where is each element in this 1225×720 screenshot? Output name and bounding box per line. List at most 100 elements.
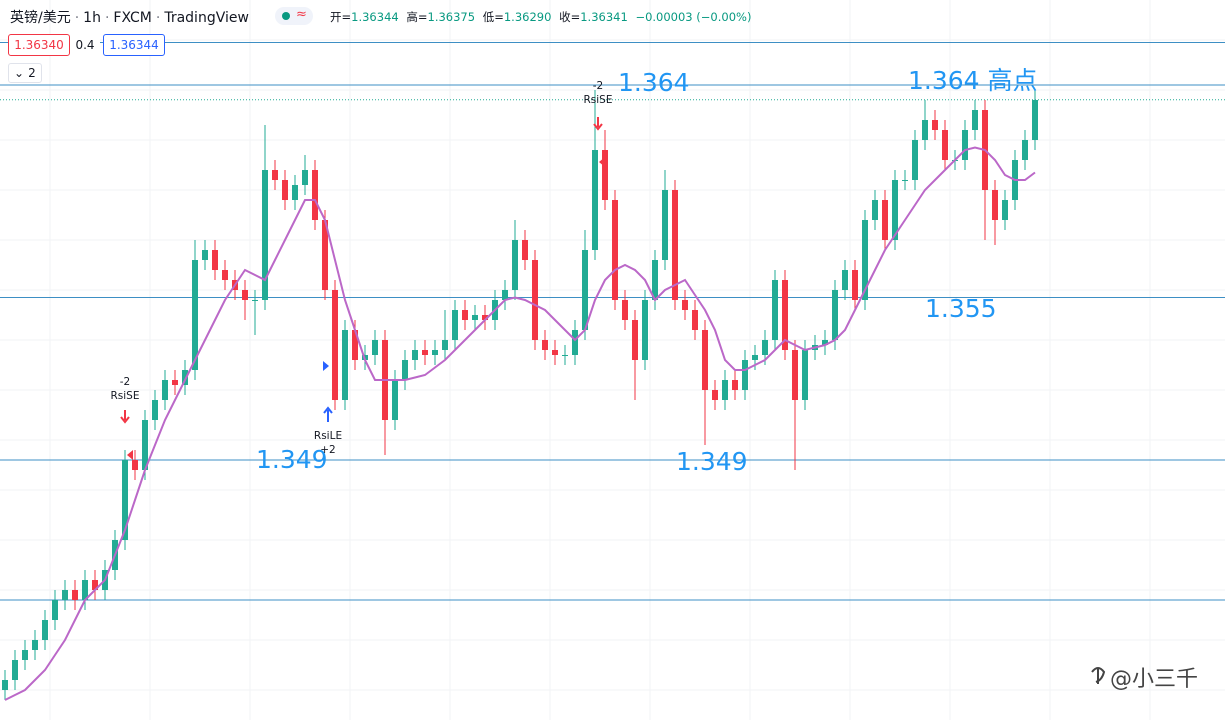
signal-name: RsiSE [111,390,140,402]
candle-body [32,640,38,650]
candle-body [252,300,258,301]
indicator-count: 2 [28,66,36,80]
candle-body [542,340,548,350]
candle-body [122,460,128,540]
candle-body [832,290,838,340]
candle-body [72,590,78,600]
candle-body [132,460,138,470]
low-value: 1.36290 [503,10,552,24]
candle-body [802,350,808,400]
candle-body [62,590,68,600]
sell-arrow [120,410,130,424]
candle-body [22,650,28,660]
candle-body [792,350,798,400]
candle-body [992,190,998,220]
platform: TradingView [164,10,249,26]
candle-body [502,290,508,300]
exit-marker [323,361,329,371]
candle-body [762,340,768,355]
candle-body [292,185,298,200]
close-label: 收= [559,10,581,24]
open-value: 1.36344 [351,10,399,24]
candle-body [312,170,318,220]
candle-body [522,240,528,260]
moving-average [4,146,1036,701]
candle-body [482,315,488,320]
candle-body [592,150,598,250]
candle-body [42,620,48,640]
signal-qty: -2 [593,80,603,92]
candle-body [582,250,588,330]
annotation: 1.349 [256,445,328,474]
change-value: −0.00003 (−0.00%) [635,10,752,24]
candle-body [712,390,718,400]
candle-body [842,270,848,290]
candle-body [372,340,378,355]
candle-body [462,310,468,320]
buy-button[interactable]: 1.36344 [103,34,165,56]
candle-body [452,310,458,340]
candle-body [172,380,178,385]
candle-body [352,330,358,360]
annotation: 1.349 [676,447,748,476]
candle-body [642,300,648,360]
candle-body [962,130,968,160]
candle-body [702,330,708,390]
candle-body [282,180,288,200]
candle-body [562,355,568,356]
candle-body [882,200,888,240]
candle-body [652,260,658,300]
candle-body [612,200,618,300]
candle-body [932,120,938,130]
annotation: 1.364 高点 [908,66,1038,95]
candle-body [272,170,278,180]
candle-body [752,355,758,360]
indicator-toggle[interactable]: ⌄ 2 [8,63,42,83]
candle-body [822,340,828,345]
buy-arrow [323,406,333,422]
candle-body [412,350,418,360]
candle-body [392,380,398,420]
candle-body [12,660,18,680]
candle-body [912,140,918,180]
candle-body [182,370,188,385]
spread: 0.4 [70,35,100,55]
annotation: 1.355 [925,294,997,323]
candle-body [942,130,948,160]
candle-body [422,350,428,355]
candle-body [852,270,858,300]
interval: 1h [83,10,101,26]
candle-body [82,580,88,600]
candle-body [692,310,698,330]
candle-body [782,280,788,350]
candle-body [972,110,978,130]
candle-body [732,380,738,390]
candle-body [1002,200,1008,220]
candle-body [202,250,208,260]
candle-body [432,350,438,355]
symbol-info: 英镑/美元 · 1h · FXCM · TradingView [10,10,249,26]
candle-body [2,680,8,690]
watermark: @小三千 [1110,667,1198,692]
sell-button[interactable]: 1.36340 [8,34,70,56]
candle-body [632,320,638,360]
low-label: 低= [482,10,504,24]
candle-body [512,240,518,290]
candle-body [92,580,98,590]
candle-body [892,180,898,240]
sell-arrow [593,117,603,131]
candle-body [222,270,228,280]
candle-body [672,190,678,300]
candle-body [192,260,198,370]
candle-body [722,380,728,400]
candle-body [772,280,778,340]
market-status[interactable]: ≈ [275,7,313,25]
candle-body [242,290,248,300]
candle-body [142,420,148,470]
ohlc-legend: 开=1.36344 高=1.36375 低=1.36290 收=1.36341 … [330,9,755,25]
candle-body [552,350,558,355]
signal-name: RsiLE [314,430,342,442]
candle-body [302,170,308,185]
